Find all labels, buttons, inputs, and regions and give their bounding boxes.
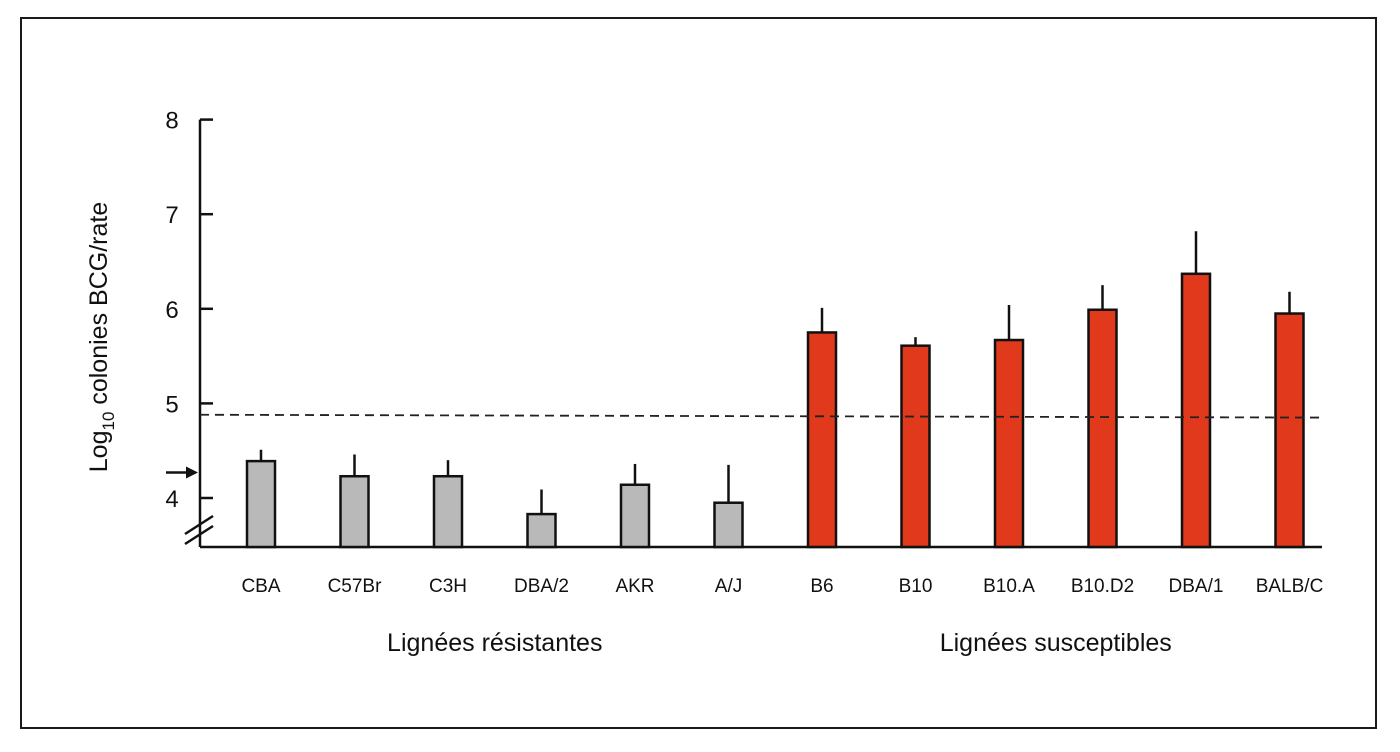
group-label-0: Lignées résistantes: [387, 629, 602, 657]
bar-7: [900, 344, 931, 549]
y-axis-label: Log10 colonies BCG/rate: [85, 202, 118, 472]
bar-9: [1087, 308, 1118, 549]
category-label-11: BALB/C: [1256, 576, 1324, 597]
y-tick-label-8: 8: [165, 108, 178, 135]
category-labels: CBA C57Br C3H DBA/2 AKR A/J B6 B10 B10.A B10.D2 DB…: [241, 576, 1323, 597]
y-axis-label-group: Log10 colonies BCG/rate: [85, 202, 118, 472]
threshold-line: [199, 413, 1323, 419]
bar-10: [1180, 272, 1212, 549]
category-label-8: B10.A: [983, 576, 1035, 597]
bar-2: [432, 474, 464, 549]
y-tick-label-5: 5: [165, 391, 178, 418]
bar-1: [339, 474, 370, 549]
category-label-4: AKR: [615, 576, 654, 597]
axis-break-mark-2: [184, 524, 214, 546]
category-label-0: CBA: [241, 576, 280, 597]
y-tick-label-7: 7: [165, 202, 178, 229]
bar-4: [619, 483, 651, 549]
bar-3: [526, 512, 557, 549]
error-bars: [259, 231, 1291, 515]
bar-0: [245, 459, 277, 549]
category-label-1: C57Br: [328, 576, 383, 597]
y-tick-label-4: 4: [165, 486, 178, 513]
category-label-9: B10.D2: [1071, 576, 1134, 597]
arrow-marker-head: [186, 466, 198, 479]
y-tick-labels: 4 5 6 7 8: [165, 108, 178, 513]
category-label-7: B10: [899, 576, 933, 597]
category-label-2: C3H: [429, 576, 467, 597]
bar-11: [1274, 312, 1305, 549]
bar-6: [806, 331, 838, 549]
group-labels: Lignées résistantes Lignées susceptibles: [387, 629, 1172, 657]
y-axis-label-subscript: 10: [99, 412, 118, 431]
y-tick-label-6: 6: [165, 297, 178, 324]
category-label-5: A/J: [715, 576, 742, 597]
bar-8: [993, 338, 1025, 549]
y-axis-label-prefix: Log: [85, 431, 113, 473]
category-label-10: DBA/1: [1169, 576, 1224, 597]
bar-5: [713, 501, 744, 549]
bars: [245, 272, 1305, 549]
axes: [166, 118, 1322, 549]
figure-frame: [20, 17, 1377, 729]
threshold-line-group: [199, 413, 1323, 419]
category-label-3: DBA/2: [514, 576, 569, 597]
group-label-1: Lignées susceptibles: [940, 629, 1172, 657]
axis-break-mark-1: [184, 514, 214, 536]
category-label-6: B6: [810, 576, 833, 597]
y-axis-label-rest: colonies BCG/rate: [85, 202, 113, 412]
